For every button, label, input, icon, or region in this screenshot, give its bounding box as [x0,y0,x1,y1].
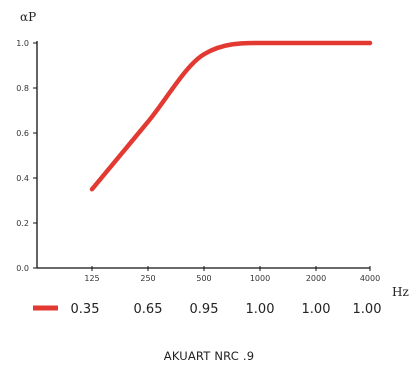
chart-caption: AKUART NRC .9 [163,349,255,363]
x-tick-label: 250 [140,274,155,283]
legend-value: 1.00 [353,302,382,317]
legend-value: 0.95 [190,302,219,317]
y-tick-label: 0.0 [16,264,29,273]
y-axis-label: αP [20,10,36,24]
legend-value: 0.65 [134,302,163,317]
x-tick-label: 500 [196,274,211,283]
legend-value: 1.00 [302,302,331,317]
x-tick-label: 125 [84,274,99,283]
x-axis-label: Hz [392,285,409,299]
x-tick-label: 2000 [306,274,326,283]
legend-value: 0.35 [71,302,100,317]
y-tick-label: 0.6 [16,129,29,138]
x-tick-label: 4000 [360,274,380,283]
y-tick-label: 1.0 [16,39,29,48]
y-tick-label: 0.8 [16,84,29,93]
legend-value: 1.00 [246,302,275,317]
y-tick-label: 0.2 [16,219,29,228]
series-line [89,40,373,192]
y-tick-label: 0.4 [16,174,29,183]
x-tick-label: 1000 [250,274,270,283]
